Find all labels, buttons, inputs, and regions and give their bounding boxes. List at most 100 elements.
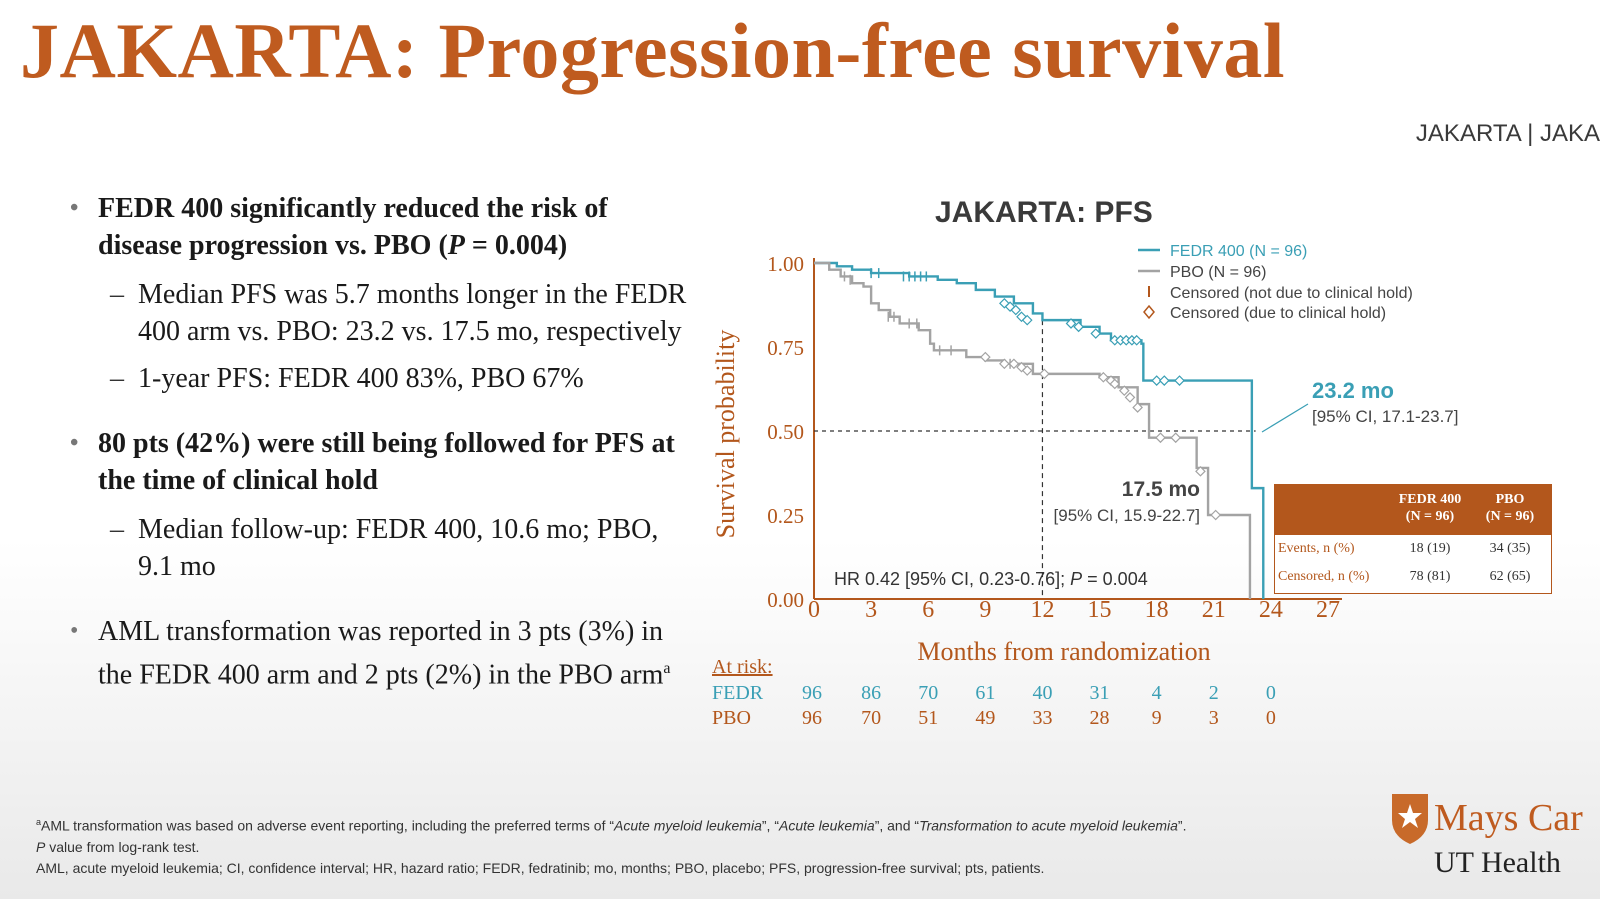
- at-risk-value: 3: [1209, 707, 1219, 729]
- legend-censored-hold-label: Censored (due to clinical hold): [1170, 305, 1386, 322]
- pbo-median-label: 17.5 mo: [1122, 478, 1200, 501]
- bullet-1-sub-1: Median PFS was 5.7 months longer in the …: [70, 276, 690, 350]
- fedr-median-ci: [95% CI, 17.1-23.7]: [1312, 407, 1458, 426]
- at-risk-value: 9: [1152, 707, 1162, 729]
- censor-diamond: [1174, 375, 1185, 386]
- fedr-median-leader: [1261, 403, 1309, 433]
- x-tick-label: 15: [1088, 597, 1112, 623]
- censor-diamond: [979, 351, 991, 363]
- at-risk-value: 40: [1032, 682, 1052, 704]
- at-risk-value: 0: [1266, 682, 1276, 704]
- at-risk-value: 86: [861, 682, 881, 704]
- footnote-1: aAML transformation was based on adverse…: [36, 817, 1187, 834]
- bullet-list: FEDR 400 significantly reduced the risk …: [70, 190, 690, 705]
- row-label-events: Events, n (%): [1278, 541, 1355, 556]
- at-risk-value: 70: [861, 707, 881, 729]
- legend-pbo-label: PBO (N = 96): [1170, 264, 1266, 281]
- x-tick-label: 6: [922, 597, 934, 623]
- footnotes: aAML transformation was based on adverse…: [36, 812, 1366, 879]
- y-tick-label: 0.50: [767, 420, 804, 444]
- at-risk-value: 49: [975, 707, 995, 729]
- at-risk-value: 61: [975, 682, 995, 704]
- logo-name: Mays Car: [1434, 797, 1583, 839]
- censor-diamond: [1131, 334, 1143, 346]
- header-pbo: PBO (N = 96): [1485, 492, 1535, 524]
- pbo-median-ci: [95% CI, 15.9-22.7]: [1054, 506, 1200, 525]
- row-label-censored: Censored, n (%): [1278, 569, 1370, 584]
- cell-censored-pbo: 62 (65): [1489, 569, 1531, 584]
- censor-diamond: [1155, 432, 1166, 444]
- x-tick-label: 27: [1316, 597, 1340, 623]
- x-tick-label: 21: [1202, 597, 1226, 623]
- cell-events-fedr: 18 (19): [1409, 541, 1451, 556]
- hazard-ratio-text: HR 0.42 [95% CI, 0.23-0.76]; P = 0.004: [834, 569, 1148, 589]
- events-table: FEDR 400 (N = 96) PBO (N = 96) Events, n (…: [1274, 484, 1552, 594]
- y-tick-label: 0.25: [767, 504, 804, 528]
- censor-diamond: [1021, 365, 1033, 376]
- censor-diamond: [1158, 375, 1170, 386]
- censor-diamond: [1124, 392, 1136, 403]
- slide-title: JAKARTA: Progression-free survival: [20, 7, 1285, 94]
- at-risk-value: 51: [918, 707, 938, 729]
- bullet-1-p: P: [447, 230, 465, 261]
- legend-fedr-label: FEDR 400 (N = 96): [1170, 243, 1307, 260]
- bullet-3-footnote-mark: a: [663, 660, 671, 677]
- censor-diamond: [1038, 368, 1050, 380]
- cell-events-pbo: 34 (35): [1489, 541, 1531, 556]
- mays-cancer-logo: Mays Car UT Health: [1388, 786, 1600, 899]
- chart-title: JAKARTA: PFS: [935, 196, 1153, 229]
- at-risk-value: 96: [802, 707, 822, 729]
- censor-diamond: [1109, 378, 1121, 390]
- y-tick-label: 0.75: [767, 336, 804, 360]
- x-tick-label: 12: [1030, 597, 1054, 623]
- x-tick-label: 9: [979, 597, 991, 623]
- table-row-events: Events, n (%) 18 (19) 34 (35): [1275, 535, 1551, 563]
- x-axis-label: Months from randomization: [917, 637, 1210, 666]
- bullet-2-sub-1: Median follow-up: FEDR 400, 10.6 mo; PBO…: [70, 511, 690, 585]
- at-risk-label: At risk:: [712, 656, 773, 678]
- at-risk-value: 4: [1152, 682, 1162, 704]
- bullet-3: AML transformation was reported in 3 pts…: [70, 613, 690, 693]
- censor-diamond: [1021, 314, 1033, 326]
- table-row-censored: Censored, n (%) 78 (81) 62 (65): [1275, 563, 1551, 591]
- footnote-2: P value from log-rank test.: [36, 838, 200, 855]
- bullet-3-text: AML transformation was reported in 3 pts…: [98, 616, 664, 691]
- legend-censored-tick-label: Censored (not due to clinical hold): [1170, 285, 1413, 302]
- shield-star-icon: [1392, 794, 1428, 844]
- censor-diamond: [1073, 321, 1084, 333]
- censor-diamond: [999, 358, 1010, 370]
- bullet-1-end: = 0.004): [464, 230, 568, 261]
- at-risk-value: 28: [1090, 707, 1110, 729]
- bullet-1: FEDR 400 significantly reduced the risk …: [70, 190, 690, 264]
- censor-diamond: [1008, 358, 1020, 370]
- at-risk-value: 0: [1266, 707, 1276, 729]
- x-tick-label: 24: [1259, 597, 1283, 623]
- censor-diamond: [1118, 385, 1130, 397]
- bullet-2: 80 pts (42%) were still being followed f…: [70, 425, 690, 499]
- bullet-1-text: FEDR 400 significantly reduced the risk …: [98, 193, 608, 261]
- x-tick-label: 3: [865, 597, 877, 623]
- censor-diamond: [1195, 465, 1206, 477]
- logo-subtitle: UT Health: [1434, 846, 1561, 879]
- censor-diamond: [1090, 328, 1102, 339]
- at-risk-pbo-label: PBO: [712, 707, 751, 729]
- y-tick-label: 1.00: [767, 252, 804, 276]
- censor-diamond: [1210, 509, 1222, 521]
- x-tick-label: 0: [808, 597, 820, 623]
- at-risk-value: 33: [1032, 707, 1052, 729]
- censor-diamond: [1170, 432, 1182, 444]
- censor-diamond: [1132, 402, 1143, 413]
- y-axis-label: Survival probability: [711, 330, 740, 539]
- bullet-1-sub-2: 1-year PFS: FEDR 400 83%, PBO 67%: [70, 360, 690, 397]
- header-fedr: FEDR 400 (N = 96): [1398, 492, 1462, 524]
- legend-censored-diamond-icon: [1143, 304, 1155, 320]
- censor-diamond: [1098, 371, 1109, 383]
- at-risk-fedr-label: FEDR: [712, 682, 764, 704]
- at-risk-value: 70: [918, 682, 938, 704]
- censor-diamond: [1065, 318, 1077, 329]
- censor-diamond: [1151, 375, 1163, 386]
- x-tick-label: 18: [1145, 597, 1169, 623]
- events-table-header: FEDR 400 (N = 96) PBO (N = 96): [1275, 485, 1551, 535]
- cell-censored-fedr: 78 (81): [1409, 569, 1451, 584]
